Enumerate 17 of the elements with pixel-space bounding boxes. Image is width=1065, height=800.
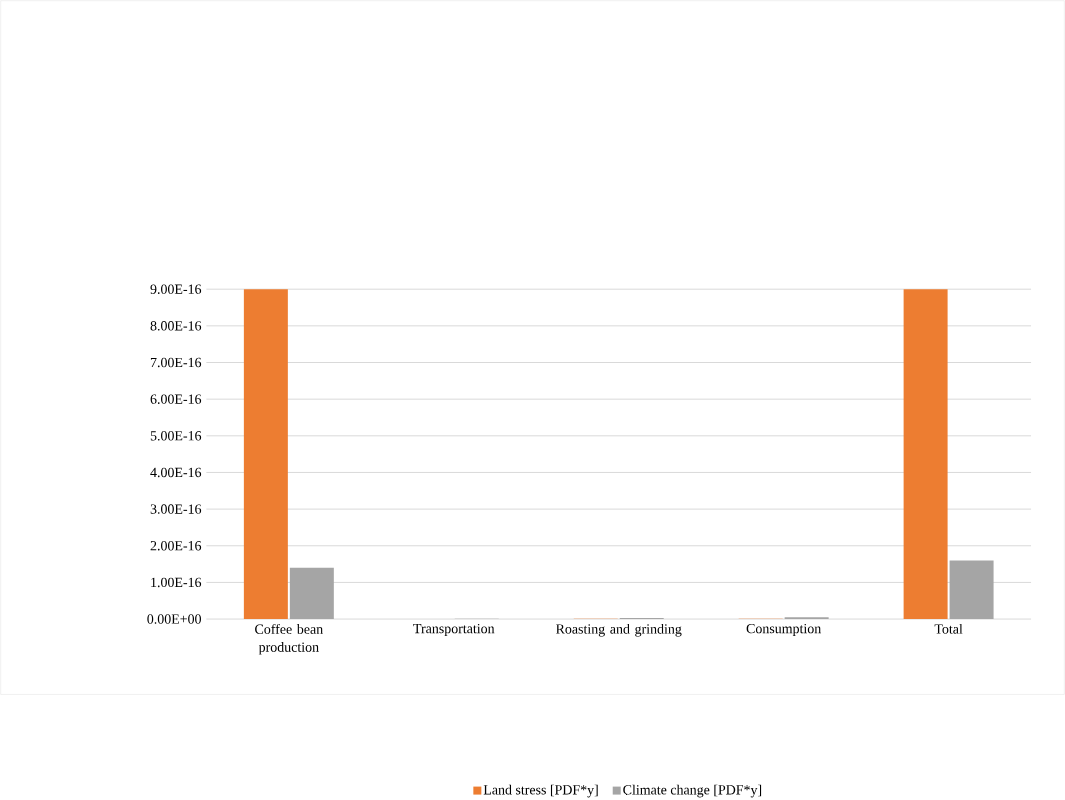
y-tick-label: 8.00E-16	[150, 320, 202, 331]
legend-label: Land stress [PDF*y]	[483, 784, 598, 798]
y-tick-label: 5.00E-16	[150, 430, 202, 441]
y-tick-label: 1.00E-16	[151, 577, 202, 587]
x-tick-label: Transportation	[413, 623, 495, 636]
x-tick-label: Total	[934, 623, 963, 634]
y-tick-label: 4.00E-16	[150, 467, 202, 477]
y-tick-label: 0.00E+00	[147, 614, 201, 624]
y-tick-label: 2.00E-16	[150, 540, 202, 551]
y-tick-label: 6.00E-16	[150, 394, 202, 404]
y-tick-label: 7.00E-16	[150, 357, 202, 368]
x-tick-label: Coffee bean production	[255, 623, 323, 655]
y-tick-label: 9.00E-16	[150, 284, 202, 294]
x-tick-label: Consumption	[746, 623, 822, 636]
y-tick-label: 3.00E-16	[150, 504, 202, 514]
x-tick-label: Roasting and grinding	[556, 623, 682, 637]
legend-label: Climate change [PDF*y]	[623, 784, 762, 798]
